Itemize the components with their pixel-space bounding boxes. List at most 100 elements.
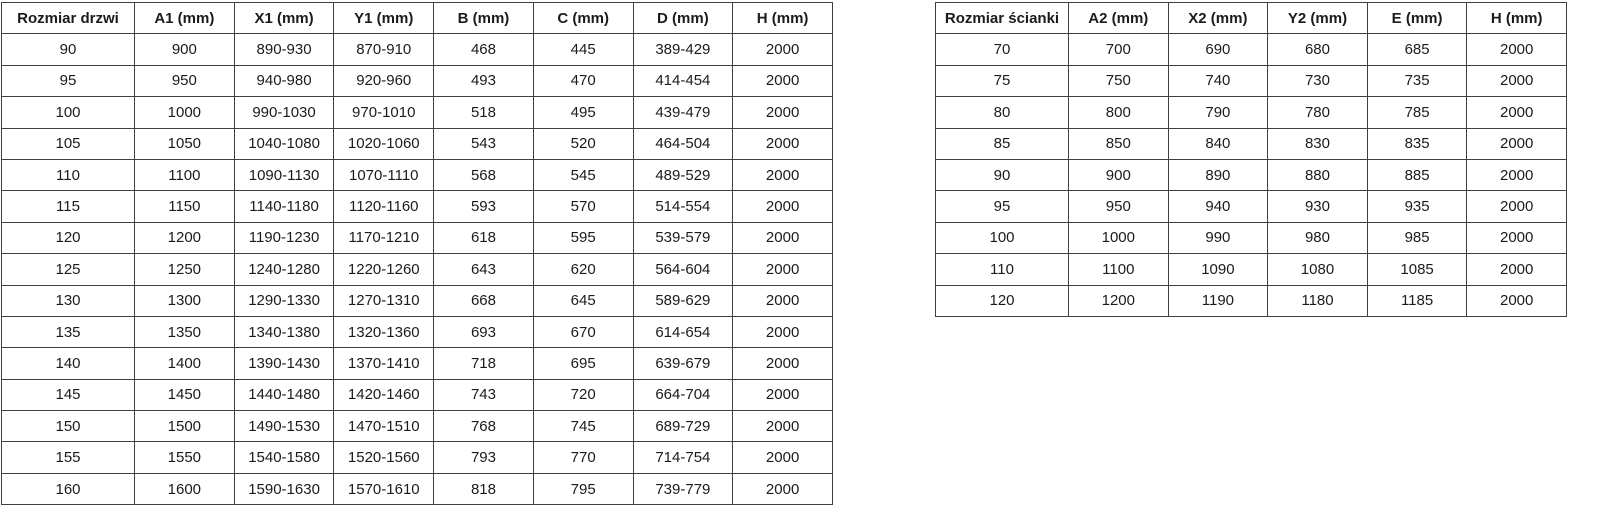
wall-panel-sizes-table: Rozmiar ścianki A2 (mm) X2 (mm) Y2 (mm) E (m… [935, 1, 1567, 317]
table-cell: 1220-1260 [333, 253, 435, 286]
table-row: 120 1200 1190-1230 1170-1210 618 595 539-579 20… [1, 221, 833, 255]
table-cell: 795 [532, 472, 634, 506]
table-cell: 90 [935, 158, 1069, 192]
table-row: 85 850 840 830 835 2000 [935, 127, 1567, 160]
table-cell: 680 [1267, 33, 1368, 66]
table-cell: 880 [1267, 158, 1368, 192]
header-row: Rozmiar ścianki A2 (mm) X2 (mm) Y2 (mm) E (m… [935, 1, 1567, 35]
table-cell: 639-679 [632, 347, 734, 380]
table-cell: 2000 [1466, 253, 1567, 286]
table-cell: 870-910 [333, 33, 435, 66]
table-cell: 495 [532, 96, 634, 129]
table-cell: 735 [1366, 64, 1468, 98]
table-cell: 940 [1167, 190, 1269, 223]
table-cell: 1000 [1068, 221, 1169, 255]
table-cell: 150 [1, 410, 135, 443]
table-cell: 1100 [1068, 253, 1169, 286]
door-sizes-table: Rozmiar drzwi A1 (mm) X1 (mm) Y1 (mm) B (mm)… [1, 1, 833, 506]
table-cell: 2000 [732, 96, 833, 129]
table-cell: 2000 [732, 158, 833, 192]
table-cell: 1240-1280 [233, 253, 335, 286]
table-cell: 1500 [134, 410, 235, 443]
table-cell: 1190-1230 [233, 221, 335, 255]
table-cell: 1090-1130 [233, 158, 335, 192]
table-cell: 1470-1510 [333, 410, 435, 443]
table-cell: 1180 [1267, 284, 1368, 317]
table-cell: 130 [1, 284, 135, 317]
table-cell: 1040-1080 [233, 127, 335, 160]
table-row: 135 1350 1340-1380 1320-1360 693 670 614-654 20… [1, 315, 833, 349]
table-cell: 2000 [1466, 33, 1567, 66]
column-header: A1 (mm) [134, 1, 235, 35]
header-row: Rozmiar drzwi A1 (mm) X1 (mm) Y1 (mm) B (mm)… [1, 1, 833, 35]
table-cell: 990 [1167, 221, 1269, 255]
column-header: Rozmiar drzwi [1, 1, 135, 35]
table-cell: 745 [532, 410, 634, 443]
table-cell: 1490-1530 [233, 410, 335, 443]
table-cell: 125 [1, 253, 135, 286]
table-cell: 1540-1580 [233, 441, 335, 474]
table-cell: 689-729 [632, 410, 734, 443]
table-cell: 468 [433, 33, 534, 66]
table-cell: 2000 [732, 221, 833, 255]
table-cell: 950 [134, 64, 235, 98]
table-cell: 110 [935, 253, 1069, 286]
table-cell: 1570-1610 [333, 472, 435, 506]
table-cell: 2000 [732, 190, 833, 223]
table-cell: 885 [1366, 158, 1468, 192]
table-cell: 2000 [732, 441, 833, 474]
table-cell: 780 [1267, 96, 1368, 129]
table-cell: 1085 [1366, 253, 1468, 286]
table-row: 125 1250 1240-1280 1220-1260 643 620 564-604 20… [1, 253, 833, 286]
table-cell: 1090 [1167, 253, 1269, 286]
column-header: E (mm) [1366, 1, 1468, 35]
table-cell: 2000 [1466, 158, 1567, 192]
column-header: X1 (mm) [233, 1, 335, 35]
table-row: 120 1200 1190 1180 1185 2000 [935, 284, 1567, 317]
table-cell: 770 [532, 441, 634, 474]
table-cell: 1390-1430 [233, 347, 335, 380]
table-row: 140 1400 1390-1430 1370-1410 718 695 639-679 20… [1, 347, 833, 380]
table-cell: 1070-1110 [333, 158, 435, 192]
table-cell: 464-504 [632, 127, 734, 160]
table-cell: 2000 [732, 378, 833, 412]
table-cell: 135 [1, 315, 135, 349]
table-cell: 2000 [732, 127, 833, 160]
table-row: 155 1550 1540-1580 1520-1560 793 770 714-754 20… [1, 441, 833, 474]
table-cell: 2000 [732, 253, 833, 286]
table-cell: 930 [1267, 190, 1368, 223]
table-cell: 2000 [1466, 96, 1567, 129]
table-cell: 2000 [1466, 284, 1567, 317]
table-cell: 1050 [134, 127, 235, 160]
table-cell: 790 [1167, 96, 1269, 129]
table-cell: 2000 [732, 315, 833, 349]
table-cell: 2000 [732, 64, 833, 98]
column-header: D (mm) [632, 1, 734, 35]
table-cell: 564-604 [632, 253, 734, 286]
table-cell: 414-454 [632, 64, 734, 98]
table-cell: 70 [935, 33, 1069, 66]
table-cell: 100 [1, 96, 135, 129]
table-cell: 620 [532, 253, 634, 286]
table-cell: 695 [532, 347, 634, 380]
table-row: 105 1050 1040-1080 1020-1060 543 520 464-504 20… [1, 127, 833, 160]
table-row: 90 900 890 880 885 2000 [935, 158, 1567, 192]
table-cell: 80 [935, 96, 1069, 129]
table-cell: 593 [433, 190, 534, 223]
table-cell: 1270-1310 [333, 284, 435, 317]
table-cell: 155 [1, 441, 135, 474]
table-cell: 730 [1267, 64, 1368, 98]
table-cell: 2000 [732, 410, 833, 443]
column-header: B (mm) [433, 1, 534, 35]
table-cell: 1080 [1267, 253, 1368, 286]
table-cell: 1020-1060 [333, 127, 435, 160]
table-cell: 840 [1167, 127, 1269, 160]
table-cell: 739-779 [632, 472, 734, 506]
table-cell: 1140-1180 [233, 190, 335, 223]
table-cell: 470 [532, 64, 634, 98]
table-cell: 520 [532, 127, 634, 160]
column-header: H (mm) [732, 1, 833, 35]
table-cell: 2000 [1466, 190, 1567, 223]
table-cell: 670 [532, 315, 634, 349]
table-cell: 2000 [732, 33, 833, 66]
